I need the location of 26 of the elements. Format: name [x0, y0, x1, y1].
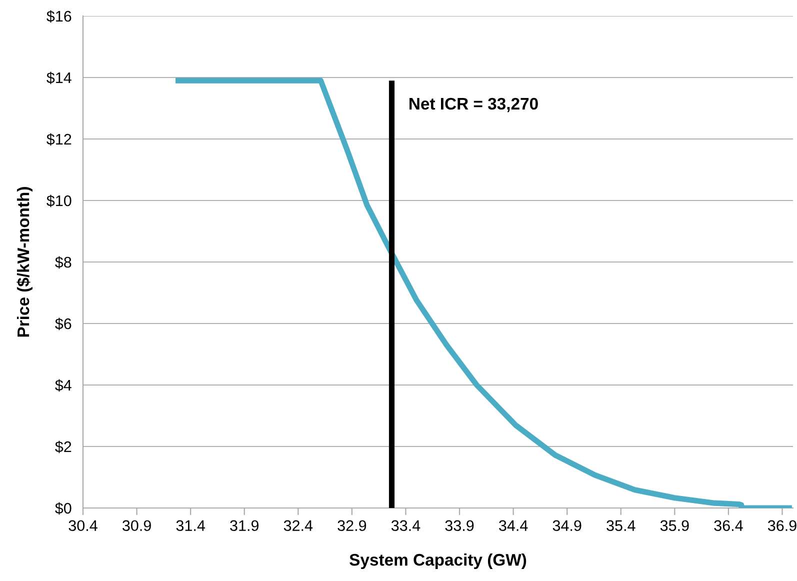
x-tick-label: 36.9 — [768, 520, 796, 532]
x-tick-label: 36.4 — [714, 520, 743, 532]
y-tick-label: $10 — [46, 194, 72, 208]
y-axis-title: Price ($/kW-month) — [16, 187, 33, 337]
x-tick-label: 32.4 — [284, 520, 313, 532]
annotation: Net ICR = 33,270 — [410, 98, 538, 112]
y-tick-label: $16 — [46, 10, 72, 23]
x-tick-label: 34.9 — [552, 520, 582, 532]
y-tick-label: $14 — [46, 72, 72, 84]
y-tick-label: $8 — [55, 256, 72, 269]
x-tick-label: 33.9 — [445, 520, 474, 532]
x-tick-label: 34.4 — [499, 520, 528, 532]
x-tick-label: 31.9 — [230, 520, 259, 532]
y-tick-label: $2 — [55, 440, 72, 454]
x-tick-label: 33.4 — [391, 520, 420, 532]
x-tick-label: 30.4 — [68, 520, 98, 532]
x-tick-label: 35.9 — [660, 520, 689, 532]
x-tick-label: 32.9 — [338, 520, 366, 532]
y-tick-label: $4 — [55, 379, 72, 392]
y-tick-label: $6 — [55, 318, 72, 330]
y-tick-label: $0 — [55, 502, 72, 515]
x-axis-title: System Capacity (GW) — [350, 553, 526, 570]
y-tick-label: $12 — [46, 133, 72, 146]
x-tick-label: 35.4 — [606, 520, 636, 532]
x-tick-label: 31.4 — [176, 520, 205, 532]
x-tick-label: 30.9 — [122, 520, 151, 532]
